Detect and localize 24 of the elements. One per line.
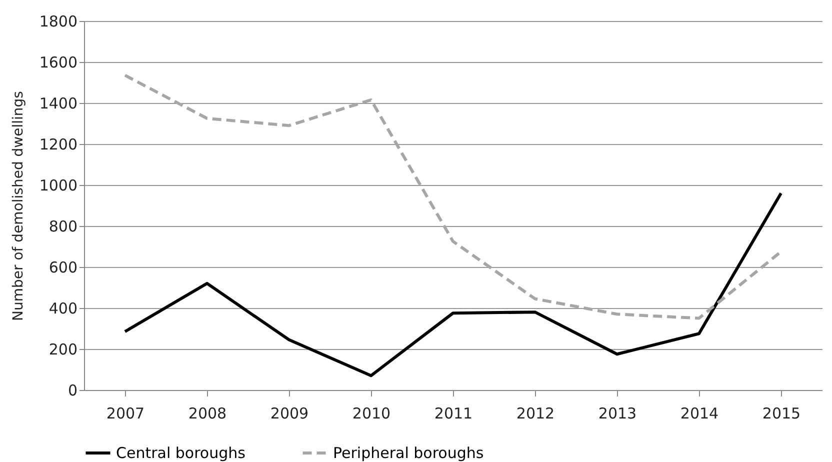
y-tick-label: 400 (48, 300, 78, 318)
y-tick-label: 1000 (39, 176, 78, 194)
y-tick-label: 600 (48, 258, 78, 276)
y-tick-label: 1600 (39, 54, 78, 72)
y-tick-label: 200 (48, 340, 78, 358)
line-series (124, 74, 782, 320)
x-tick-label: 2007 (106, 404, 145, 422)
x-tick-label: 2012 (516, 404, 555, 422)
x-tick-label: 2009 (270, 404, 309, 422)
line-series (124, 192, 782, 378)
x-tick-label: 2015 (762, 404, 801, 422)
x-tick-label: 2008 (188, 404, 227, 422)
y-tick-label: 1200 (39, 136, 78, 154)
y-tick-label: 0 (68, 382, 78, 400)
y-tick-label: 1400 (39, 94, 78, 112)
x-tick-label: 2011 (434, 404, 473, 422)
x-tick-label: 2010 (352, 404, 391, 422)
y-tick-label: 1800 (39, 12, 78, 30)
y-axis-title: Number of demolished dwellings (10, 91, 26, 321)
legend-label: Peripheral boroughs (333, 444, 484, 462)
x-tick-label: 2013 (598, 404, 637, 422)
legend-label: Central boroughs (116, 444, 246, 462)
y-tick-label: 800 (48, 218, 78, 236)
x-tick-label: 2014 (680, 404, 719, 422)
